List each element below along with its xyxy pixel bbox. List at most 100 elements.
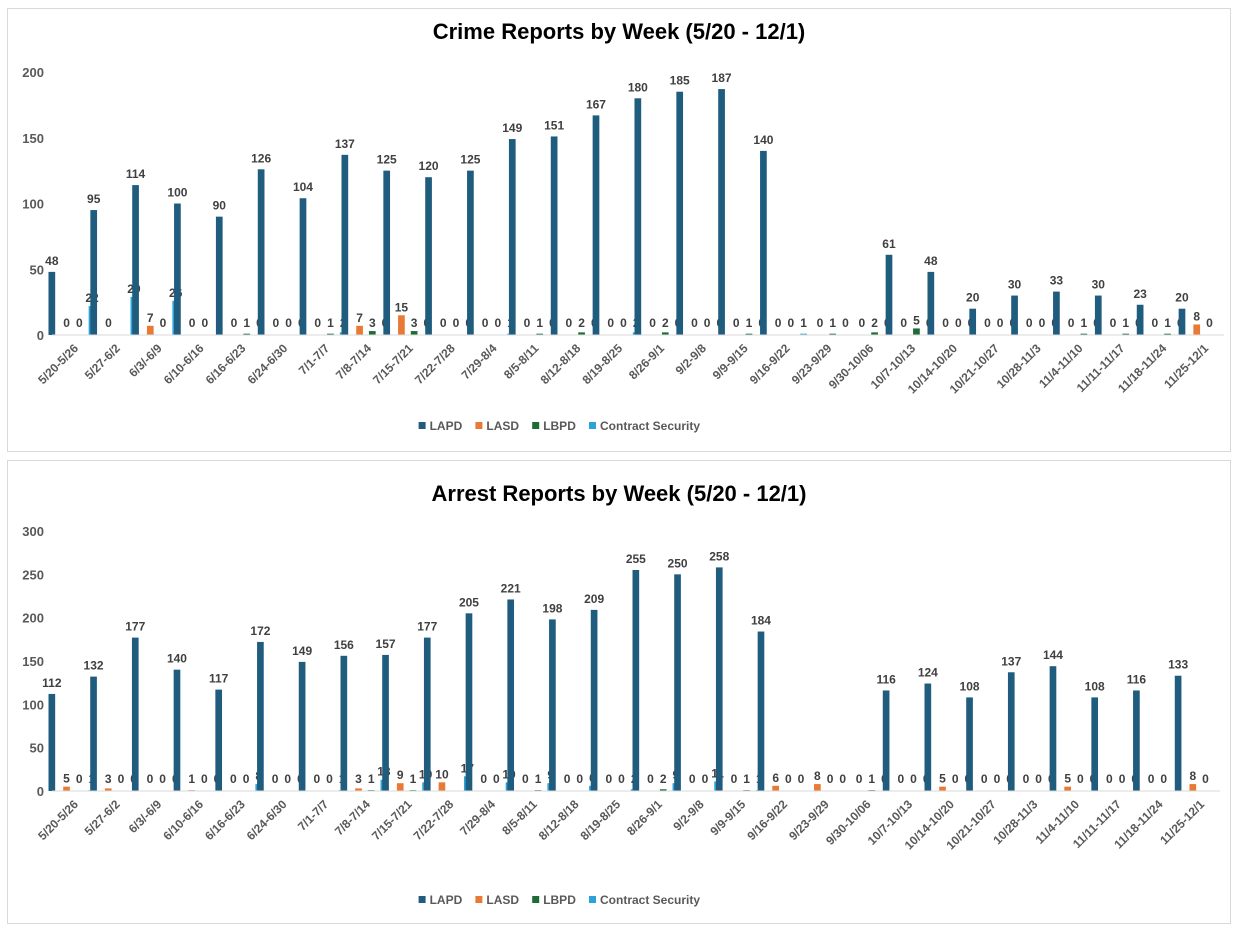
- category-group: 149010: [502, 121, 556, 335]
- x-tick-label: 5/27-6/2: [82, 797, 123, 838]
- bar-lasd: [356, 325, 363, 335]
- data-label-lbpd: 3: [369, 316, 376, 330]
- data-label-lbpd: 0: [76, 316, 83, 330]
- bar-lapd: [173, 669, 181, 791]
- data-label-lasd: 3: [105, 772, 112, 786]
- category-group: 116 0 0: [1127, 672, 1167, 791]
- data-label-lasd: 10: [435, 767, 449, 781]
- bar-lbpd: [243, 333, 251, 335]
- x-tick-label: 6/24-6/30: [244, 797, 290, 843]
- data-label-lbpd: 2: [660, 772, 667, 786]
- data-label-lapd: 177: [417, 620, 437, 634]
- data-label-lasd: 0: [1023, 772, 1030, 786]
- data-label-lbpd: 0: [493, 772, 500, 786]
- category-group: 90010: [213, 199, 263, 335]
- bar-lapd: [757, 631, 765, 791]
- data-label-lapd: 250: [668, 556, 688, 570]
- bar-lapd: [257, 169, 265, 335]
- x-tick-label: 7/8-7/14: [333, 341, 374, 382]
- data-label-lbpd: 0: [997, 316, 1004, 330]
- data-label-lbpd: 1: [1081, 316, 1088, 330]
- data-label-lbpd: 1: [829, 316, 836, 330]
- data-label-lapd: 132: [84, 659, 104, 673]
- data-label-lapd: 140: [167, 652, 187, 666]
- data-label-lasd: 0: [1148, 772, 1155, 786]
- bar-lbpd: [1122, 333, 1130, 335]
- legend: LAPD LASD LBPD Contract Security: [418, 419, 700, 433]
- bar-lapd: [1091, 697, 1099, 791]
- data-label-lasd: 0: [731, 772, 738, 786]
- bar-lapd: [298, 661, 306, 791]
- y-tick-label: 150: [22, 654, 44, 669]
- arrest-chart-title: Arrest Reports by Week (5/20 - 12/1): [432, 481, 807, 506]
- bar-lasd: [63, 786, 70, 791]
- bar-lapd: [299, 198, 307, 335]
- data-label-lapd: 151: [544, 118, 564, 132]
- x-tick-label: 9/9-9/15: [710, 341, 751, 382]
- bar-lapd: [760, 150, 767, 335]
- crime-chart-title: Crime Reports by Week (5/20 - 12/1): [433, 19, 806, 44]
- data-label-lapd: 112: [42, 676, 62, 690]
- bar-lapd: [634, 98, 642, 335]
- bar-lapd: [340, 655, 348, 791]
- data-label-lapd: 140: [753, 133, 773, 147]
- bar-lapd: [927, 271, 935, 335]
- data-label-lbpd: 0: [788, 316, 795, 330]
- category-group: 187010: [712, 71, 765, 335]
- y-tick-label: 50: [30, 262, 44, 277]
- bar-lapd: [1094, 295, 1102, 335]
- data-label-lapd: 120: [419, 159, 439, 173]
- data-label-lbpd: 0: [243, 772, 250, 786]
- y-tick-label: 0: [37, 328, 44, 343]
- x-tick-label: 9/2-9/8: [673, 341, 710, 378]
- bar-lapd: [632, 570, 640, 791]
- data-label-lbpd: 2: [871, 316, 878, 330]
- data-label-lasd: 0: [775, 316, 782, 330]
- data-label-lapd: 20: [966, 291, 980, 305]
- data-label-lasd: 0: [314, 316, 321, 330]
- bar-lapd: [508, 139, 516, 335]
- data-label-lapd: 33: [1050, 274, 1064, 288]
- category-group: 100 0 0: [167, 186, 209, 335]
- legend-label: LBPD: [543, 893, 576, 907]
- data-label-lasd: 8: [1189, 769, 1196, 783]
- bar-lbpd: [536, 333, 544, 335]
- data-label-lbpd: 0: [201, 772, 208, 786]
- data-label-lasd: 0: [230, 772, 237, 786]
- x-tick-label: 9/16-9/22: [744, 797, 790, 843]
- data-label-lasd: 0: [189, 316, 196, 330]
- data-label-lbpd: 0: [827, 772, 834, 786]
- legend-label: LASD: [486, 419, 519, 433]
- data-label-lapd: 172: [250, 624, 270, 638]
- data-label-contract-security: 1: [800, 316, 807, 330]
- data-label-lapd: 137: [335, 137, 355, 151]
- bar-lapd: [215, 689, 223, 791]
- bar-lapd: [550, 136, 558, 335]
- category-group: 108000: [1085, 679, 1138, 791]
- x-tick-label: 8/12-8/18: [538, 341, 584, 387]
- y-tick-label: 100: [22, 197, 44, 212]
- x-tick-label: 11/25-12/1: [1157, 797, 1207, 847]
- x-tick-label: 7/29-8/4: [459, 341, 500, 382]
- data-label-lapd: 30: [1092, 278, 1106, 292]
- x-tick-label: 8/5-8/11: [501, 341, 542, 382]
- bar-lapd: [174, 203, 181, 335]
- data-label-lbpd: 0: [620, 316, 627, 330]
- bar-lapd: [590, 609, 598, 791]
- data-label-lapd: 20: [1175, 291, 1189, 305]
- legend-swatch: [418, 422, 426, 429]
- bar-lapd: [341, 154, 349, 335]
- data-label-lasd: 0: [942, 316, 949, 330]
- data-label-lapd: 149: [502, 121, 522, 135]
- data-label-lapd: 185: [670, 74, 690, 88]
- bar-lapd: [718, 89, 725, 335]
- data-label-lapd: 125: [460, 153, 480, 167]
- data-label-lasd: 0: [689, 772, 696, 786]
- data-label-lbpd: 0: [285, 316, 292, 330]
- data-label-lbpd: 0: [994, 772, 1001, 786]
- y-tick-label: 200: [22, 611, 44, 626]
- data-label-lasd: 0: [856, 772, 863, 786]
- bar-lapd: [676, 91, 684, 335]
- legend-label: LAPD: [430, 419, 463, 433]
- legend-item-lbpd: LBPD: [532, 893, 576, 907]
